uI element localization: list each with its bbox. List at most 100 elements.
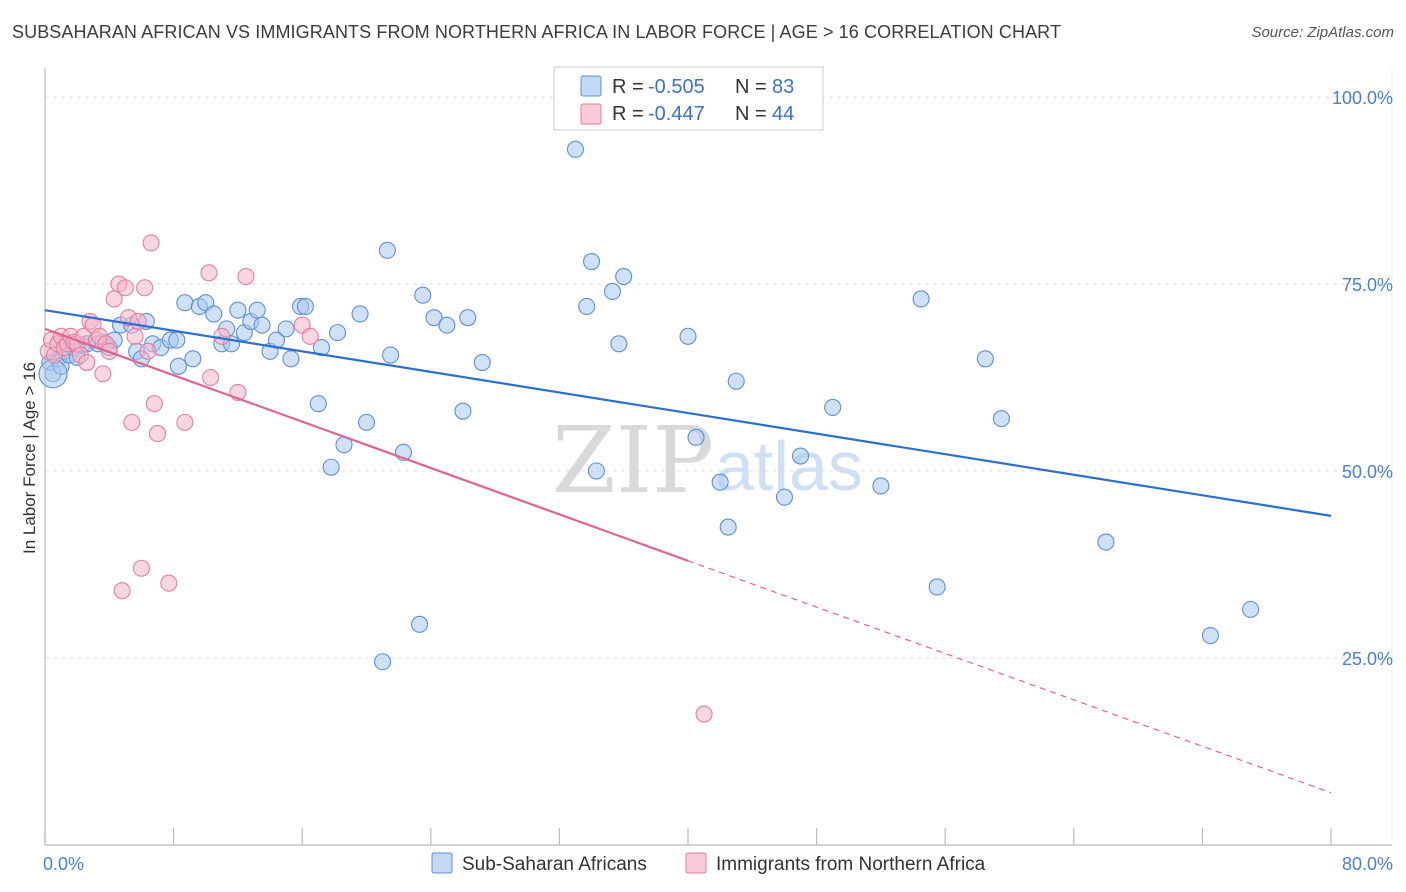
northern-africa-point [113, 582, 131, 600]
bottom-legend-label-sub-saharan: Sub-Saharan Africans [462, 854, 647, 875]
legend-r-label: R = [612, 103, 644, 125]
legend-n-label: N = [735, 76, 767, 98]
legend: R = -0.505 N = 83 R = -0.447 N = 44 [553, 66, 824, 131]
bottom-legend-swatch-pink [685, 852, 707, 874]
sub-saharan-point [824, 398, 842, 416]
northern-africa-point [78, 353, 96, 372]
bottom-legend-swatch-blue [431, 852, 453, 874]
trend-line-northern-africa [44, 327, 689, 562]
sub-saharan-point [727, 372, 745, 390]
sub-saharan-point [711, 473, 729, 491]
northern-africa-point [200, 264, 218, 282]
sub-saharan-point [410, 615, 429, 633]
y-tick-labels: 25.0% 50.0% 75.0% 100.0% [1332, 88, 1393, 669]
sub-saharan-point-large [38, 359, 68, 389]
northern-africa-point [160, 574, 178, 592]
y-tick-label: 75.0% [1342, 275, 1393, 295]
sub-saharan-point [414, 286, 432, 304]
northern-africa-point [136, 279, 154, 297]
x-tick-label-min: 0.0% [43, 854, 84, 874]
series-sub-saharan-points [38, 140, 1260, 671]
sub-saharan-point [253, 316, 271, 334]
sub-saharan-point [309, 395, 327, 413]
northern-africa-point [142, 234, 160, 252]
watermark-zip: ZIP [552, 407, 714, 514]
sub-saharan-point [459, 309, 477, 327]
sub-saharan-point [382, 346, 400, 364]
northern-africa-point [116, 279, 134, 297]
x-tick-labels: 0.0% 80.0% [43, 854, 1393, 874]
sub-saharan-point [615, 267, 633, 286]
sub-saharan-point [374, 653, 392, 671]
y-tick-label: 25.0% [1342, 649, 1393, 669]
sub-saharan-point [378, 241, 396, 259]
axes [44, 68, 1393, 846]
sub-saharan-point [872, 477, 890, 495]
legend-r-value: -0.447 [648, 103, 705, 125]
sub-saharan-point [322, 458, 340, 476]
gridlines [45, 96, 1392, 659]
sub-saharan-point [1242, 600, 1260, 618]
sub-saharan-point [229, 301, 247, 319]
bottom-legend: Sub-Saharan Africans Immigrants from Nor… [431, 852, 986, 875]
northern-africa-point [301, 327, 319, 345]
northern-africa-point [237, 267, 255, 286]
y-axis-label: In Labor Force | Age > 16 [20, 362, 39, 554]
sub-saharan-point [169, 357, 187, 375]
sub-saharan-point [1201, 627, 1219, 645]
trend-line-sub-saharan [44, 309, 1332, 517]
chart-title: SUBSAHARAN AFRICAN VS IMMIGRANTS FROM NO… [12, 22, 1062, 42]
northern-africa-point [126, 327, 144, 345]
source-label: Source: ZipAtlas.com [1251, 24, 1394, 41]
watermark: ZIP atlas [552, 407, 863, 514]
sub-saharan-point [168, 331, 186, 349]
sub-saharan-point [296, 297, 314, 315]
series-northern-africa-points [39, 234, 713, 723]
legend-r-label: R = [612, 76, 644, 98]
northern-africa-point [148, 425, 167, 443]
legend-r-value: -0.505 [648, 76, 705, 98]
sub-saharan-point [610, 335, 628, 353]
sub-saharan-point [578, 297, 596, 315]
y-tick-label: 100.0% [1332, 88, 1393, 108]
sub-saharan-point [454, 402, 472, 420]
sub-saharan-point [438, 316, 456, 334]
sub-saharan-point [587, 462, 605, 480]
sub-saharan-point [473, 353, 491, 372]
sub-saharan-point [277, 320, 295, 338]
sub-saharan-point [329, 324, 347, 342]
trend-line-northern-africa-extrapolated [687, 560, 1332, 794]
sub-saharan-point [1097, 533, 1115, 551]
trend-lines [44, 309, 1332, 794]
sub-saharan-point [928, 578, 946, 596]
legend-swatch-blue [580, 75, 602, 97]
x-tick-label-max: 80.0% [1342, 854, 1393, 874]
sub-saharan-point [176, 294, 194, 312]
sub-saharan-point [791, 447, 810, 465]
sub-saharan-point [976, 350, 994, 368]
northern-africa-point [213, 327, 231, 345]
sub-saharan-point [312, 339, 331, 357]
bottom-legend-label-northern-africa: Immigrants from Northern Africa [716, 854, 986, 875]
sub-saharan-point [351, 305, 369, 323]
sub-saharan-point [687, 428, 705, 446]
y-tick-label: 50.0% [1342, 462, 1393, 482]
legend-swatch-pink [580, 103, 602, 125]
sub-saharan-point [992, 410, 1011, 428]
northern-africa-point [145, 395, 163, 413]
sub-saharan-point [912, 290, 930, 308]
sub-saharan-point [184, 350, 202, 368]
northern-africa-point [139, 342, 157, 360]
sub-saharan-point [775, 488, 794, 506]
sub-saharan-point [603, 282, 621, 301]
sub-saharan-point [679, 327, 697, 345]
sub-saharan-point [425, 309, 443, 327]
legend-n-label: N = [735, 103, 767, 125]
sub-saharan-point [357, 413, 376, 431]
northern-africa-point [123, 413, 141, 431]
northern-africa-point [132, 559, 150, 577]
sub-saharan-point [282, 350, 300, 368]
sub-saharan-point [566, 140, 585, 158]
sub-saharan-point [582, 253, 601, 271]
